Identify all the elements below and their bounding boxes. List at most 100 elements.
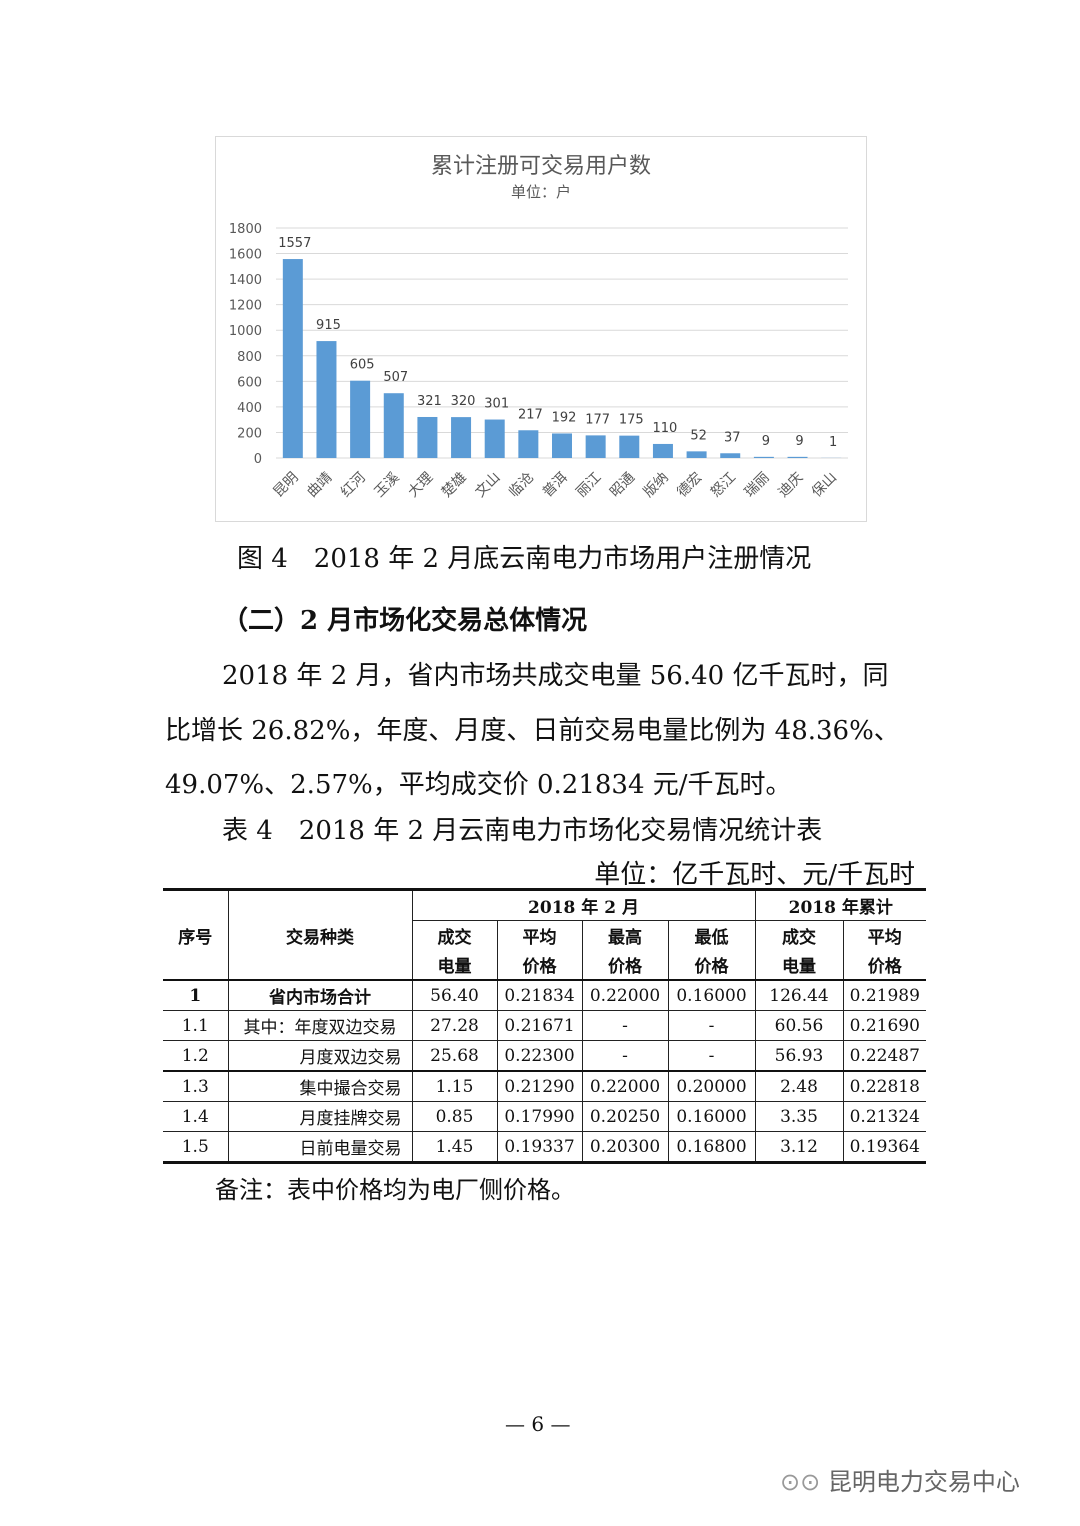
table-cell: - <box>667 1010 756 1041</box>
header-cum: 2018 年累计 <box>754 889 926 921</box>
table-cell: 0.20000 <box>667 1070 756 1102</box>
bar <box>686 451 707 458</box>
table-row: 1.1 其中：年度双边交易 27.28 0.21671- -60.56 0.21690 <box>163 1010 926 1041</box>
bar-chart: 累计注册可交易用户数 单位：户 0 200 400 600 800 1000 1200 140… <box>215 136 867 522</box>
y-tick-label: 400 <box>237 401 262 416</box>
subheader-bottom: 电量 <box>412 950 498 981</box>
data-label: 915 <box>316 318 341 333</box>
table-cell: 3.12 <box>754 1131 844 1163</box>
table-cell: 3.35 <box>754 1101 844 1132</box>
data-label: 9 <box>795 434 803 449</box>
x-tick-label: 昭通 <box>607 470 638 501</box>
x-tick-label: 迪庆 <box>775 470 806 501</box>
table-cell: 0.22818 <box>842 1070 926 1102</box>
page-number: — 6 — <box>505 1412 571 1436</box>
table-cell: 56.40 <box>411 979 498 1011</box>
table-cell: - <box>581 1040 669 1072</box>
x-tick-label: 普洱 <box>540 470 571 501</box>
table-cell: 0.22300 <box>496 1040 583 1072</box>
table-cell: - <box>581 1010 669 1041</box>
header-feb: 2018 年 2 月 <box>411 889 756 921</box>
subheader-top: 平均 <box>496 920 583 950</box>
header-seq: 序号 <box>163 889 229 981</box>
bar <box>585 435 606 458</box>
table-cell: 集中撮合交易 <box>227 1070 413 1102</box>
data-label: 217 <box>518 407 543 422</box>
paragraph-line: 比增长 26.82%，年度、月度、日前交易电量比例为 48.36%、 <box>165 716 900 746</box>
x-tick-label: 曲靖 <box>304 470 335 501</box>
table-cell: 0.20250 <box>581 1101 669 1132</box>
x-tick-label: 丽江 <box>573 470 604 501</box>
bar <box>484 419 505 458</box>
data-label: 52 <box>690 428 707 443</box>
table-cell: 1 <box>163 979 229 1011</box>
bar <box>518 430 539 458</box>
table-cell: 0.21989 <box>842 979 926 1011</box>
table-cell: 25.68 <box>411 1040 498 1072</box>
table-row: 1.2 月度双边交易 25.68 0.22300- -56.93 0.22487 <box>163 1040 926 1072</box>
x-tick-label: 玉溪 <box>371 470 402 501</box>
bar <box>282 259 303 458</box>
y-tick-label: 1800 <box>229 222 262 237</box>
table-cell: 0.22487 <box>842 1040 926 1072</box>
table-cell: 月度双边交易 <box>227 1040 413 1072</box>
table-cell: 60.56 <box>754 1010 844 1041</box>
table-row: 1.5 日前电量交易 1.45 0.19337 0.20300 0.16800 3.12 0.… <box>163 1131 926 1163</box>
data-label: 9 <box>762 434 770 449</box>
subheader-top: 成交 <box>754 920 844 950</box>
bar <box>316 341 337 458</box>
table-cell: 0.16000 <box>667 979 756 1011</box>
table-cell: 省内市场合计 <box>227 979 413 1011</box>
table-row: 1.4 月度挂牌交易 0.85 0.17990 0.20250 0.16000 3.35 0.… <box>163 1101 926 1132</box>
x-tick-label: 怒江 <box>708 470 739 501</box>
table-cell: 0.19337 <box>496 1131 583 1163</box>
bar <box>350 380 371 458</box>
data-label: 175 <box>619 413 644 428</box>
subheader-bottom: 价格 <box>496 950 583 981</box>
table-cell: 0.17990 <box>496 1101 583 1132</box>
table-cell: 27.28 <box>411 1010 498 1041</box>
table-cell: 1.4 <box>163 1101 229 1132</box>
header-type: 交易种类 <box>227 889 413 981</box>
table-cell: 0.21834 <box>496 979 583 1011</box>
watermark-text: 昆明电力交易中心 <box>827 1468 1020 1496</box>
subheader-top: 成交 <box>412 920 498 950</box>
data-label: 320 <box>451 394 476 409</box>
paragraph-line: 2018 年 2 月，省内市场共成交电量 56.40 亿千瓦时，同 <box>222 661 889 691</box>
subheader-top: 最高 <box>581 920 669 950</box>
section-heading: （二）2 月市场化交易总体情况 <box>222 606 588 636</box>
subheader-bottom: 价格 <box>667 950 756 981</box>
chart-svg: 累计注册可交易用户数 单位：户 0 200 400 600 800 1000 1200 140… <box>229 154 848 501</box>
bar <box>619 435 640 458</box>
table-cell: 0.22000 <box>581 979 669 1011</box>
bar <box>417 416 438 458</box>
table-cell: 2.48 <box>754 1070 844 1102</box>
data-label: 192 <box>552 410 577 425</box>
table-cell: 0.21671 <box>496 1010 583 1041</box>
table-unit: 单位：亿千瓦时、元/千瓦时 <box>594 860 915 890</box>
table-cell: 0.16000 <box>667 1101 756 1132</box>
table-cell: 0.22000 <box>581 1070 669 1102</box>
table-cell: 1.45 <box>411 1131 498 1163</box>
table-cell: 1.15 <box>411 1070 498 1102</box>
table-cell: 其中：年度双边交易 <box>227 1010 413 1041</box>
table-cell: 1.1 <box>163 1010 229 1041</box>
x-tick-label: 大理 <box>405 470 436 501</box>
table-cell: 0.20300 <box>581 1131 669 1163</box>
table-cell: 1.5 <box>163 1131 229 1163</box>
subheader-bottom: 价格 <box>842 950 926 981</box>
wechat-icon: ⊙⊙ <box>780 1468 828 1496</box>
table-cell: 0.21324 <box>842 1101 926 1132</box>
y-tick-label: 1600 <box>229 248 262 263</box>
table-caption: 表 4 2018 年 2 月云南电力市场化交易情况统计表 <box>222 816 823 846</box>
y-tick-label: 800 <box>237 350 262 365</box>
data-label: 110 <box>653 421 678 436</box>
table-cell: 1.3 <box>163 1070 229 1102</box>
bar <box>451 417 472 458</box>
table-cell: 0.16800 <box>667 1131 756 1163</box>
table-cell: 0.21290 <box>496 1070 583 1102</box>
data-label: 321 <box>417 394 442 409</box>
subheader-top: 平均 <box>842 920 926 950</box>
y-tick-label: 1200 <box>229 299 262 314</box>
